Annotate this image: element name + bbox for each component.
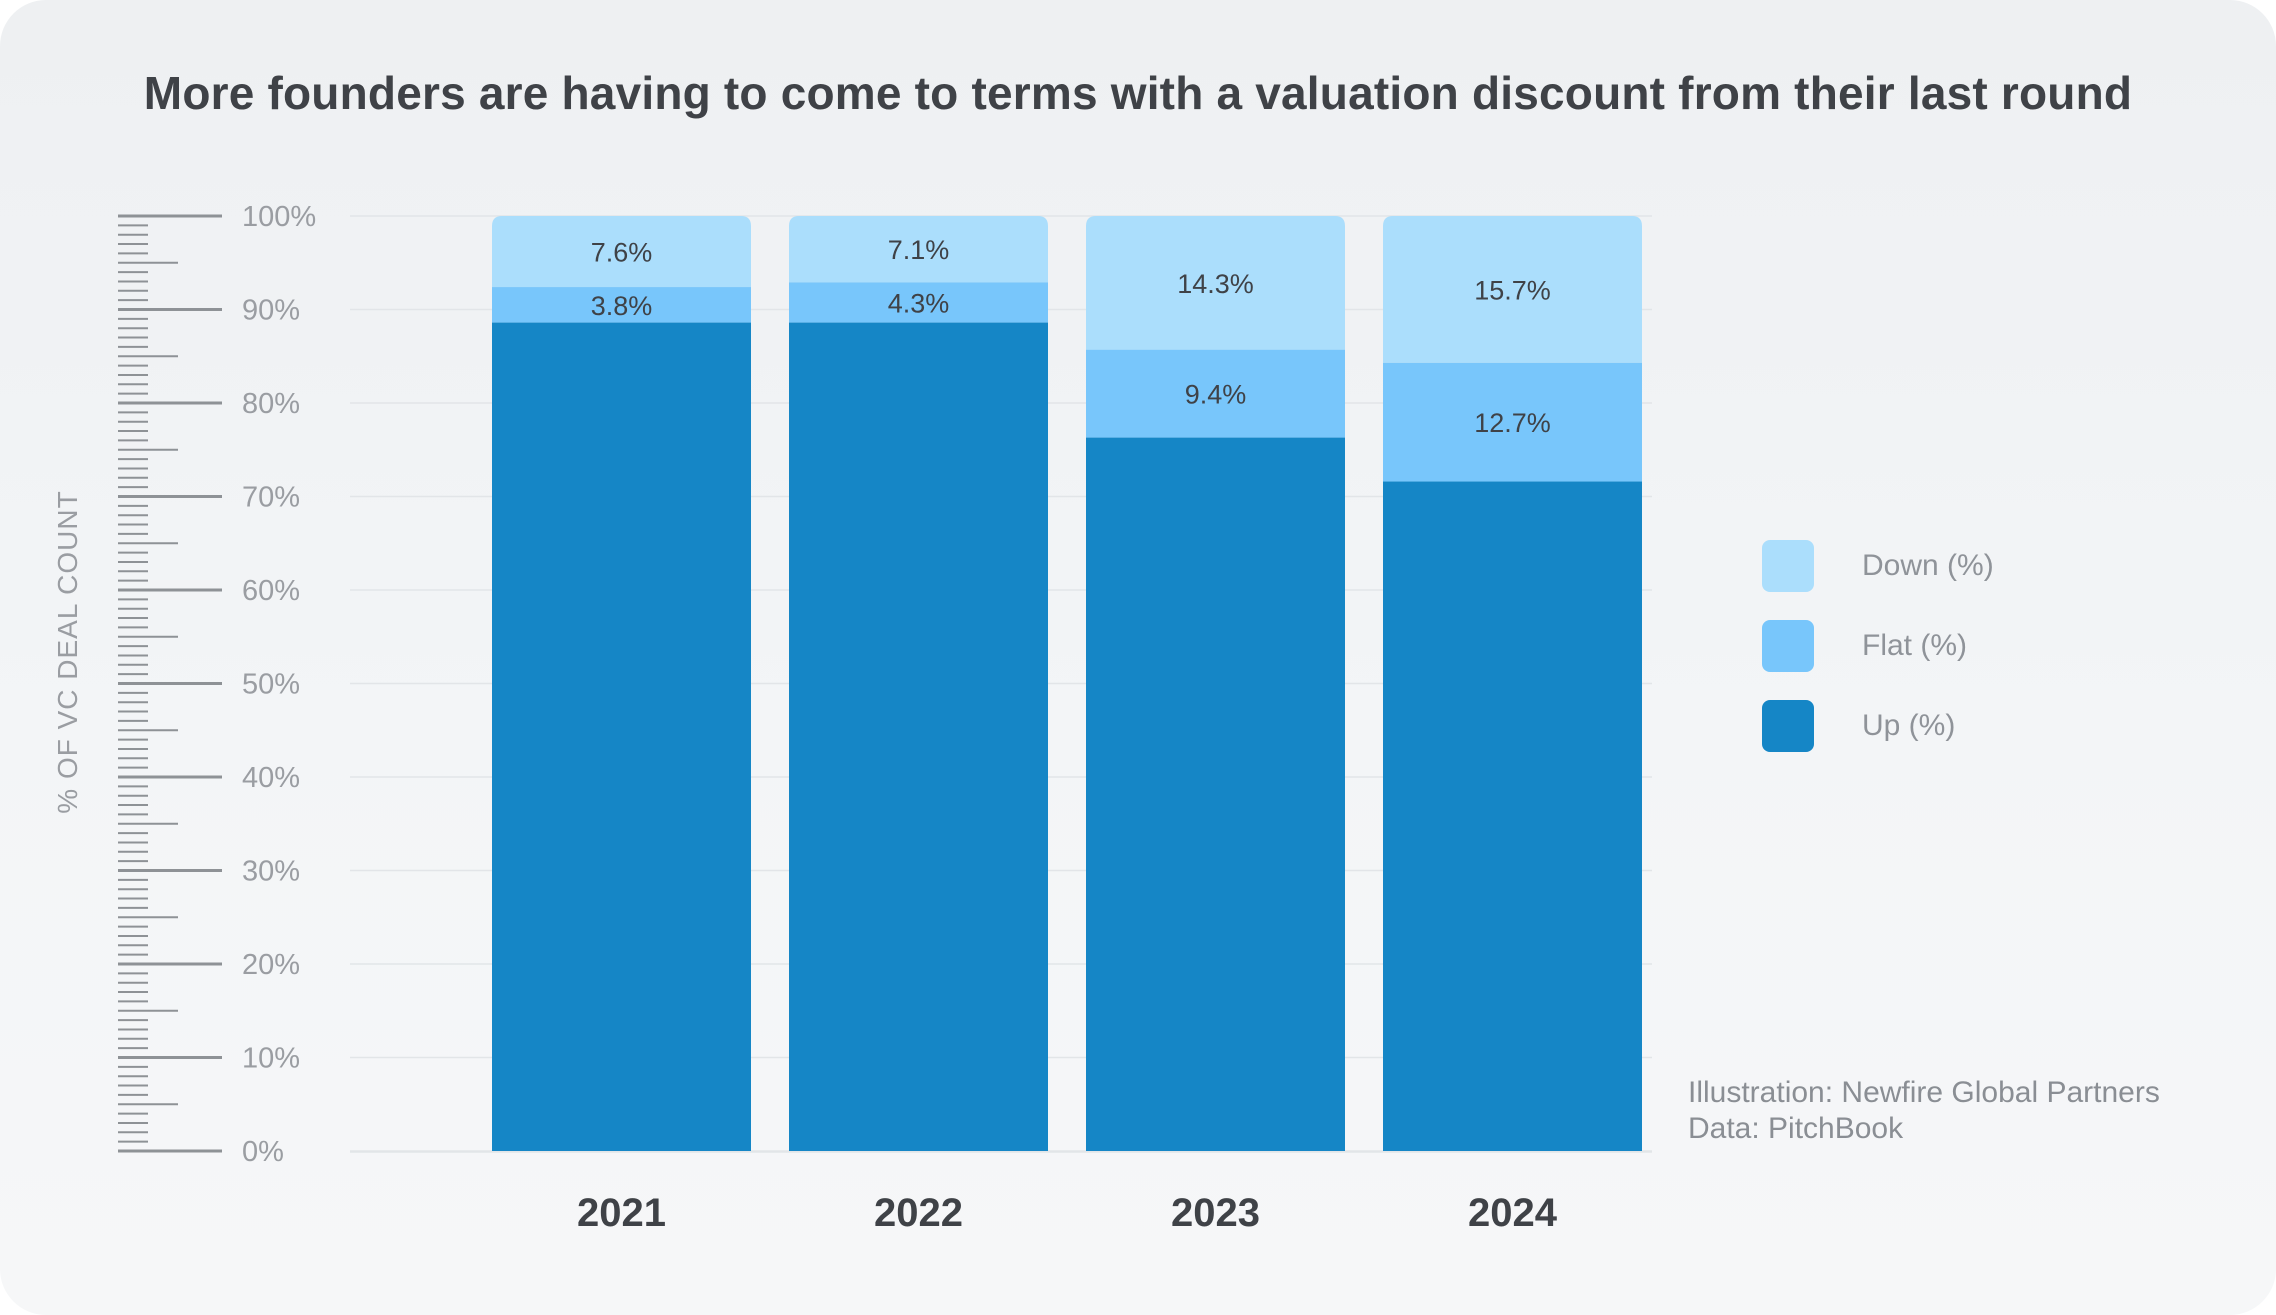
bar-segment-flat bbox=[789, 282, 1048, 323]
y-tick-label: 70% bbox=[242, 482, 300, 514]
data-label-down: 15.7% bbox=[1474, 275, 1551, 305]
bar-segment-up bbox=[492, 322, 751, 1152]
y-tick-label: 60% bbox=[242, 575, 300, 607]
data-label-down: 7.1% bbox=[888, 235, 950, 265]
bar-segment-down bbox=[789, 216, 1048, 283]
y-tick-label: 10% bbox=[242, 1043, 300, 1075]
legend-item-up: Up (%) bbox=[1762, 700, 1994, 752]
chart-title: More founders are having to come to term… bbox=[143, 67, 2133, 119]
credits: Illustration: Newfire Global Partners Da… bbox=[1688, 1075, 2160, 1147]
credit-illustration: Illustration: Newfire Global Partners bbox=[1688, 1076, 2160, 1109]
legend-swatch-up bbox=[1762, 700, 1814, 752]
legend-label-flat: Flat (%) bbox=[1862, 629, 1967, 662]
y-tick-label: 90% bbox=[242, 295, 300, 327]
bar-segment-flat bbox=[492, 287, 751, 323]
legend-swatch-down bbox=[1762, 540, 1814, 592]
data-label-flat: 12.7% bbox=[1474, 408, 1551, 438]
data-label-flat: 3.8% bbox=[591, 291, 653, 321]
bar-segment-down bbox=[1383, 216, 1642, 363]
legend-item-flat: Flat (%) bbox=[1762, 620, 1994, 672]
legend: Down (%) Flat (%) Up (%) bbox=[1762, 540, 1994, 780]
bar-segment-up bbox=[1086, 437, 1345, 1152]
credit-data: Data: PitchBook bbox=[1688, 1112, 1904, 1145]
legend-label-down: Down (%) bbox=[1862, 549, 1994, 582]
x-tick-label: 2023 bbox=[1171, 1191, 1260, 1235]
bar-segment-down bbox=[1086, 216, 1345, 350]
data-label-flat: 4.3% bbox=[888, 288, 950, 318]
data-label-down: 7.6% bbox=[591, 238, 653, 268]
bar-segment-flat bbox=[1383, 362, 1642, 482]
data-label-flat: 9.4% bbox=[1185, 380, 1247, 410]
legend-swatch-flat bbox=[1762, 620, 1814, 672]
y-tick-label: 20% bbox=[242, 949, 300, 981]
x-tick-label: 2021 bbox=[577, 1191, 666, 1235]
bar-segment-up bbox=[1383, 481, 1642, 1151]
y-tick-label: 100% bbox=[242, 201, 316, 233]
bar-segment-down bbox=[492, 216, 751, 288]
x-tick-label: 2022 bbox=[874, 1191, 963, 1235]
y-tick-label: 0% bbox=[242, 1136, 284, 1168]
y-tick-label: 40% bbox=[242, 762, 300, 794]
data-label-down: 14.3% bbox=[1177, 269, 1254, 299]
y-tick-label: 50% bbox=[242, 669, 300, 701]
legend-item-down: Down (%) bbox=[1762, 540, 1994, 592]
legend-label-up: Up (%) bbox=[1862, 709, 1956, 742]
bar-segment-up bbox=[789, 322, 1048, 1152]
x-tick-label: 2024 bbox=[1468, 1191, 1558, 1235]
y-tick-label: 30% bbox=[242, 856, 300, 888]
y-tick-label: 80% bbox=[242, 388, 300, 420]
bar-segment-flat bbox=[1086, 349, 1345, 438]
